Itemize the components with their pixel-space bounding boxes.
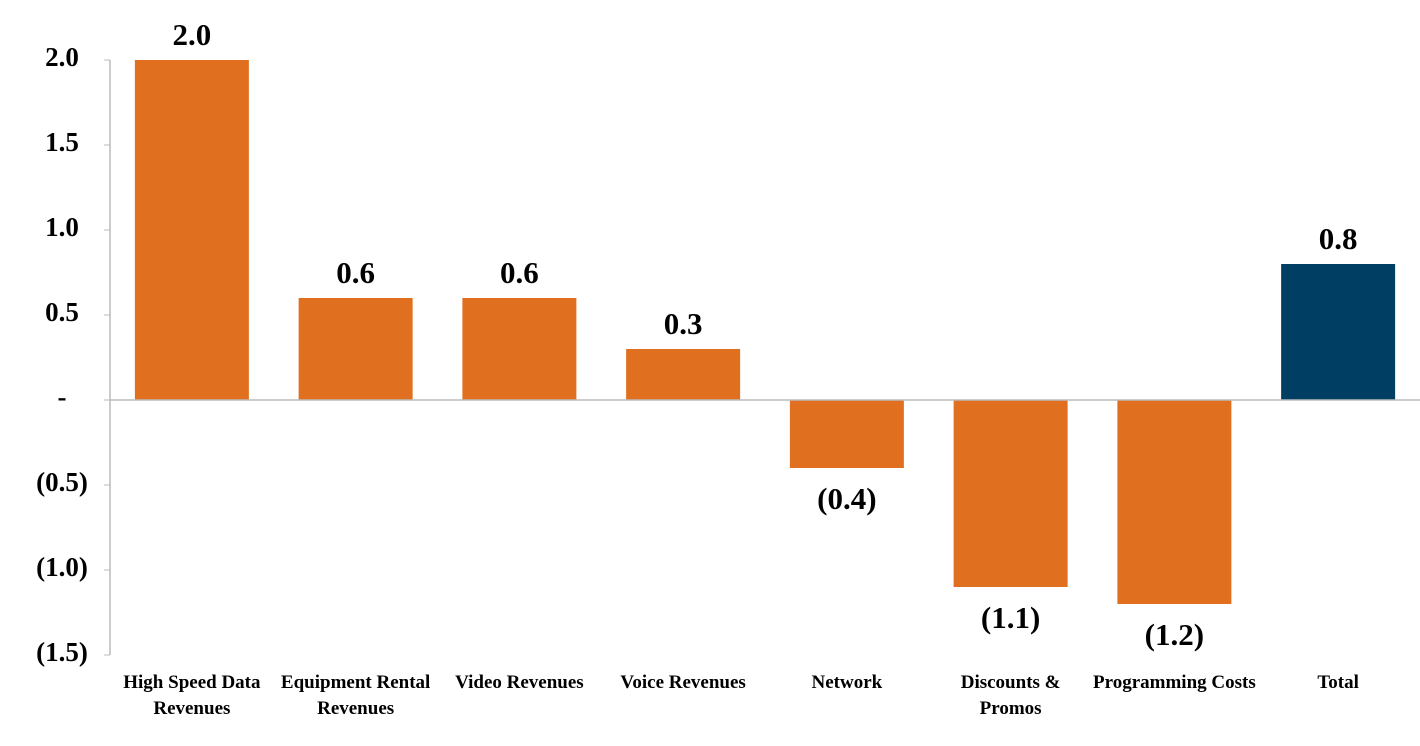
value-label: (0.4) xyxy=(817,481,876,516)
x-tick-label: Programming Costs xyxy=(1093,672,1256,693)
x-tick-label: Network xyxy=(811,672,883,693)
x-tick-label: Voice Revenues xyxy=(620,672,746,693)
value-label: 0.6 xyxy=(336,255,375,290)
y-tick-label: (1.0) xyxy=(36,552,88,582)
bar xyxy=(1117,400,1232,604)
value-label: (1.1) xyxy=(981,600,1040,635)
bar xyxy=(789,400,904,468)
x-tick-label: Equipment Rental Revenues xyxy=(280,672,431,719)
value-label: 2.0 xyxy=(173,17,212,52)
bar xyxy=(134,60,249,400)
value-label: 0.6 xyxy=(500,255,539,290)
bar xyxy=(626,349,741,400)
y-tick-label: 0.5 xyxy=(45,297,79,327)
bar xyxy=(1281,264,1396,400)
y-tick-label: (1.5) xyxy=(36,637,88,667)
y-tick-label: - xyxy=(58,382,67,412)
value-label: 0.3 xyxy=(664,306,703,341)
x-tick-label: Discounts & Promos xyxy=(960,672,1061,719)
value-label: 0.8 xyxy=(1319,221,1358,256)
x-tick-label: High Speed Data Revenues xyxy=(123,672,261,719)
bar xyxy=(462,298,577,400)
x-tick-label: Total xyxy=(1317,672,1359,693)
bar xyxy=(298,298,413,400)
value-label: (1.2) xyxy=(1145,617,1204,652)
y-tick-label: 1.0 xyxy=(45,212,79,242)
x-tick-label: Video Revenues xyxy=(455,672,584,693)
y-tick-label: (0.5) xyxy=(36,467,88,497)
y-tick-label: 1.5 xyxy=(45,127,79,157)
y-tick-label: 2.0 xyxy=(45,42,79,72)
bar xyxy=(953,400,1068,587)
